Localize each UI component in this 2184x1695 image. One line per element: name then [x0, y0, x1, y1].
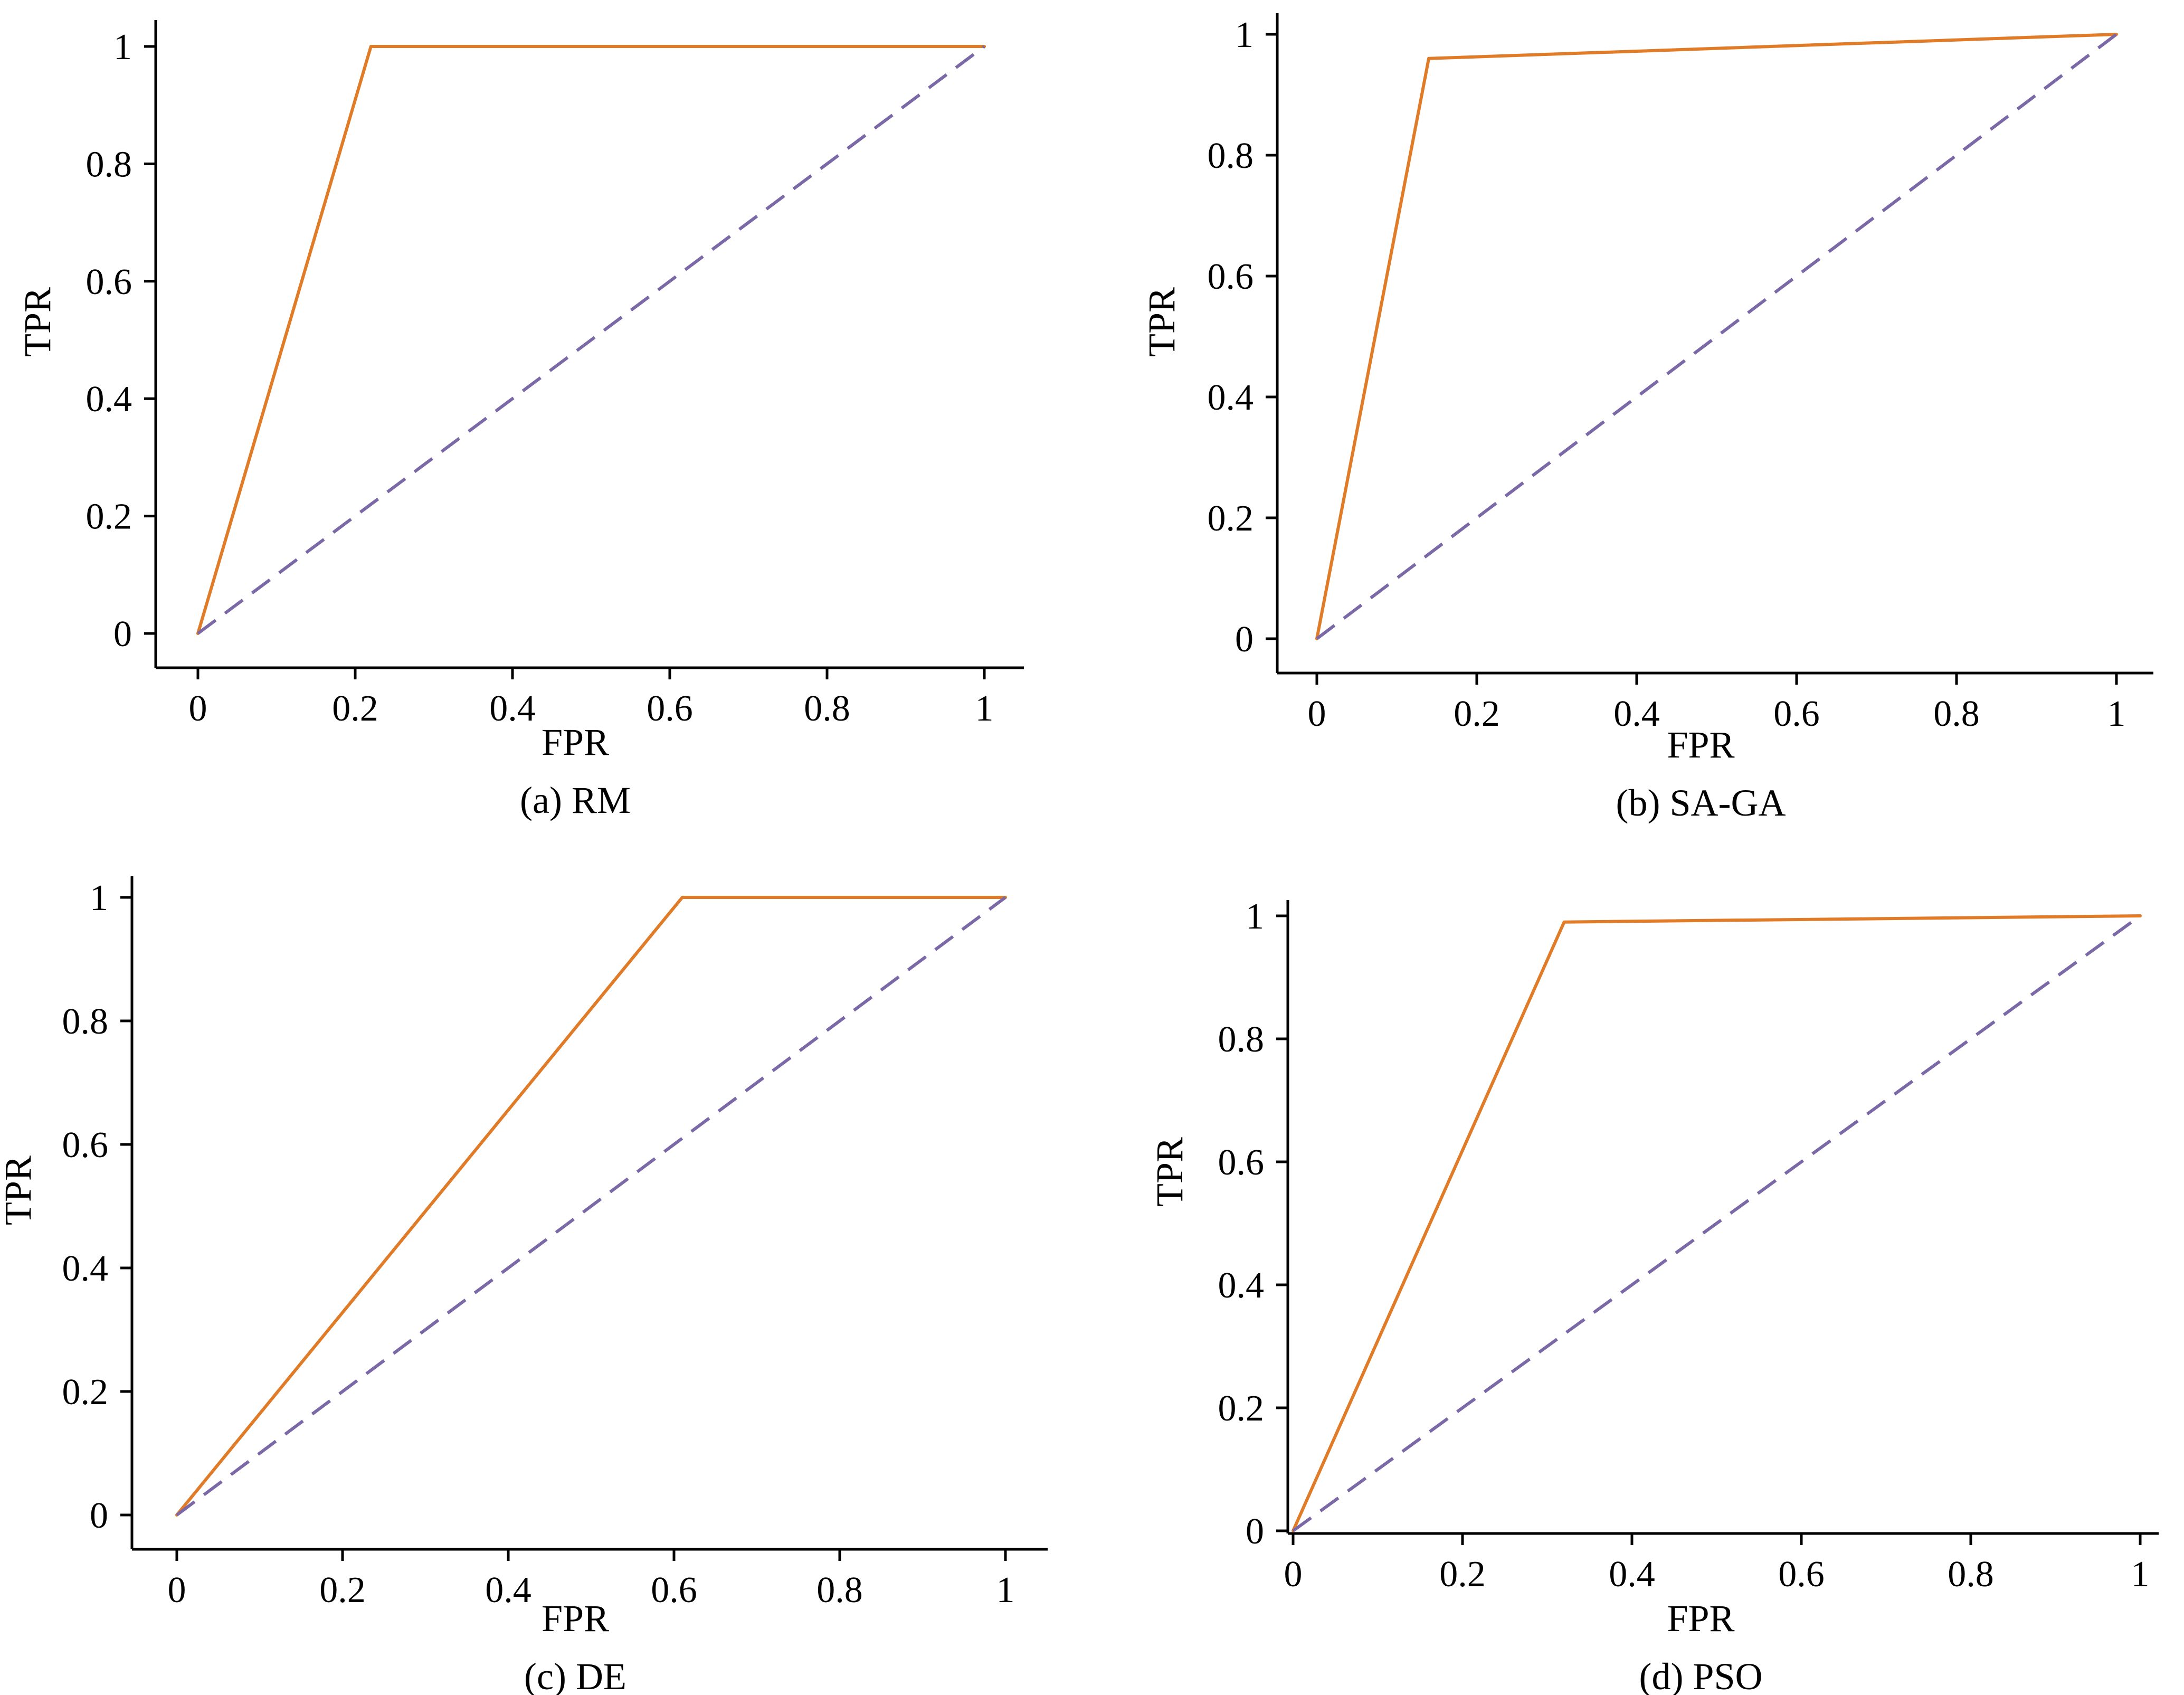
- diagonal-reference-line: [197, 45, 985, 635]
- y-tick-label: 0.2: [1208, 498, 1254, 539]
- x-tick-label: 1: [996, 1570, 1015, 1611]
- roc-curve: [1292, 914, 2142, 1532]
- y-tick-label: 0.4: [86, 379, 132, 420]
- y-tick-label: 0.6: [1218, 1142, 1265, 1183]
- x-tick-label: 0.6: [651, 1570, 697, 1611]
- diagonal-reference-line: [1292, 914, 2141, 1532]
- x-tick-label: 0.8: [804, 688, 850, 729]
- y-tick-label: 0.2: [86, 497, 132, 537]
- y-tick-label: 1: [1235, 15, 1254, 55]
- y-tick-label: 0.6: [1208, 257, 1254, 297]
- y-tick-label: 0.2: [62, 1372, 109, 1413]
- x-tick-label: 1: [2107, 694, 2126, 734]
- y-tick-label: 0.6: [86, 262, 132, 302]
- y-axis-title: TPR: [16, 287, 59, 357]
- x-tick-label: 0.2: [1439, 1554, 1486, 1595]
- panel-caption: (c) DE: [524, 1655, 626, 1695]
- y-tick-label: 0.8: [1218, 1019, 1265, 1060]
- x-axis-title: FPR: [1667, 1597, 1734, 1640]
- x-tick-label: 1: [975, 688, 994, 729]
- y-axis-title: TPR: [1141, 287, 1183, 357]
- x-tick-label: 0.2: [332, 688, 378, 729]
- panel-caption: (a) RM: [520, 779, 631, 821]
- x-tick-label: 0.4: [485, 1570, 531, 1611]
- x-axis-title: FPR: [542, 1597, 609, 1640]
- x-axis-title: FPR: [542, 721, 609, 763]
- x-tick-label: 0.6: [1773, 694, 1820, 734]
- x-tick-label: 0.6: [1778, 1554, 1825, 1595]
- x-tick-label: 0.6: [647, 688, 693, 729]
- x-axis-title: FPR: [1667, 724, 1734, 766]
- x-tick-label: 1: [2131, 1554, 2150, 1595]
- x-tick-label: 0: [168, 1570, 186, 1611]
- x-tick-label: 0: [1284, 1554, 1303, 1595]
- y-tick-label: 0.4: [1218, 1265, 1265, 1306]
- y-tick-label: 0.8: [62, 1001, 109, 1042]
- x-tick-label: 0.8: [1948, 1554, 1994, 1595]
- x-tick-label: 0: [189, 688, 207, 729]
- x-tick-label: 0.4: [489, 688, 536, 729]
- x-tick-label: 0.2: [1454, 694, 1500, 734]
- roc-panel-1: 0 0.2 0.4 0.6 0.8 1 0 0.2 0.4 0.6 0.8 1 FPR TPR (a) RM: [16, 20, 1024, 821]
- y-tick-label: 0: [1246, 1511, 1264, 1552]
- y-tick-label: 1: [1246, 896, 1264, 937]
- panel-caption: (d) PSO: [1639, 1655, 1762, 1695]
- y-tick-label: 0.8: [86, 144, 132, 185]
- x-tick-label: 0.8: [1933, 694, 1980, 734]
- x-tick-label: 0.4: [1613, 694, 1660, 734]
- x-tick-label: 0: [1308, 694, 1326, 734]
- roc-curve: [175, 896, 1007, 1517]
- y-tick-label: 0.8: [1208, 136, 1254, 176]
- x-tick-label: 0.8: [816, 1570, 863, 1611]
- roc-panel-3: 0 0.2 0.4 0.6 0.8 1 0 0.2 0.4 0.6 0.8 1 FPR TPR (c) DE: [0, 876, 1048, 1695]
- y-tick-label: 0: [90, 1495, 108, 1536]
- diagonal-reference-line: [176, 896, 1006, 1517]
- roc-curve: [196, 45, 986, 635]
- roc-curve: [1315, 33, 2118, 640]
- roc-panel-4: 0 0.2 0.4 0.6 0.8 1 0 0.2 0.4 0.6 0.8 1 FPR TPR (d) PS…: [1148, 896, 2159, 1695]
- y-tick-label: 0.6: [62, 1125, 109, 1166]
- y-tick-label: 0: [113, 614, 132, 655]
- y-axis-title: TPR: [0, 1156, 39, 1225]
- y-tick-label: 0.4: [1208, 377, 1254, 418]
- y-tick-label: 0.4: [62, 1248, 109, 1289]
- x-tick-label: 0.2: [319, 1570, 366, 1611]
- y-axis-title: TPR: [1148, 1137, 1191, 1207]
- y-tick-label: 0.2: [1218, 1388, 1265, 1429]
- y-tick-label: 1: [113, 27, 132, 68]
- x-tick-label: 0.4: [1609, 1554, 1655, 1595]
- y-tick-label: 0: [1235, 619, 1254, 660]
- roc-panel-2: 0 0.2 0.4 0.6 0.8 1 0 0.2 0.4 0.6 0.8 1 FPR TPR (b) SA…: [1141, 13, 2153, 824]
- y-tick-label: 1: [90, 878, 108, 918]
- panel-caption: (b) SA-GA: [1616, 782, 1786, 824]
